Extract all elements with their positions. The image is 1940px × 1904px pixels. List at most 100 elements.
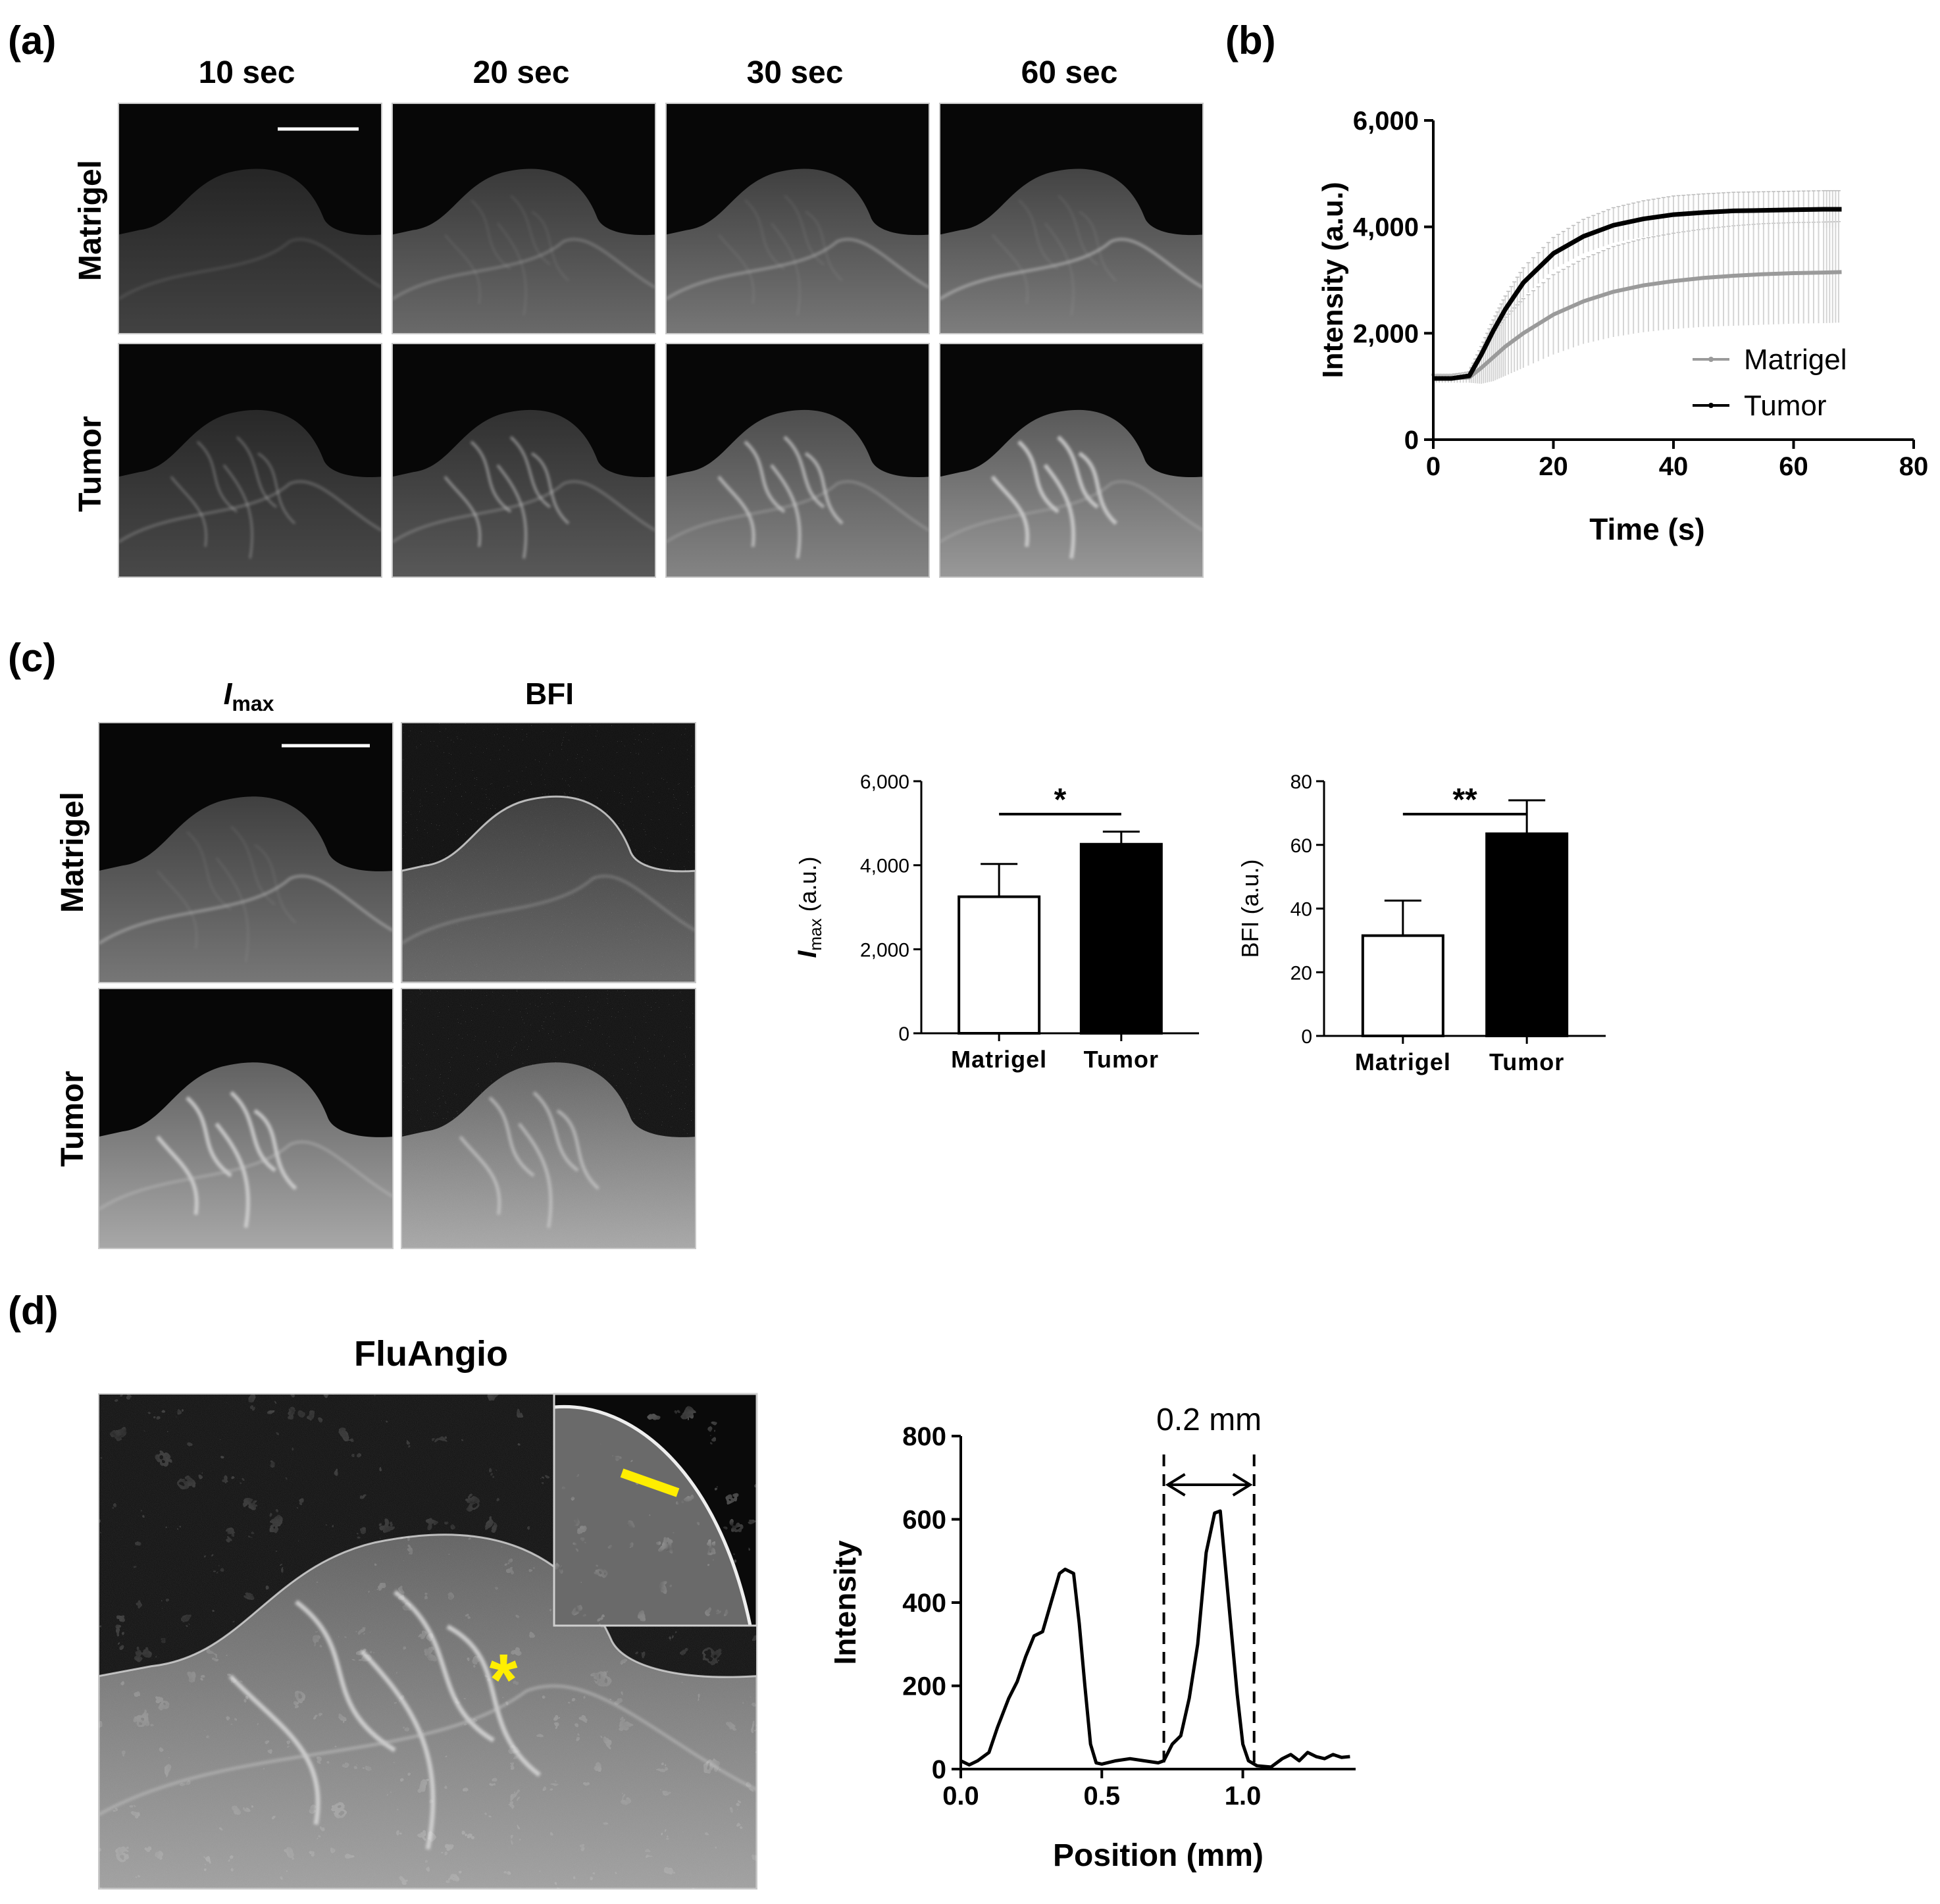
bfi-bar-tumor <box>1485 832 1569 1037</box>
tumor-image-4 <box>939 343 1204 578</box>
bfi-y-tick-label: 0 <box>1301 1026 1312 1048</box>
tissue-mound <box>940 168 1203 334</box>
vessel-3 <box>496 222 527 316</box>
vessel-2 <box>253 1109 297 1191</box>
vessel-0 <box>471 199 511 270</box>
vessel-3 <box>496 464 528 559</box>
base-vessel <box>99 1141 393 1211</box>
d-y-tick-label: 400 <box>902 1589 946 1618</box>
image-border <box>665 343 930 578</box>
image-border <box>939 103 1204 334</box>
vessel-3 <box>770 222 801 316</box>
vessel-1 <box>1056 435 1099 509</box>
line-profile-chart: 0.2 mm 0 200 400 600 800 0.0 0.5 1.0 Intensity Pos… <box>828 1402 1356 1873</box>
panel-a-column-headers: 10 sec 20 sec 30 sec 60 sec <box>199 55 1118 90</box>
vessel-4 <box>157 870 198 949</box>
tumor-image-2 <box>392 343 656 578</box>
image-border <box>118 343 382 578</box>
imax-x-tick-label-matrigel: Matrigel <box>951 1046 1047 1073</box>
vessel-1 <box>509 436 551 509</box>
vessel-0 <box>744 199 785 270</box>
grain-overlay <box>401 723 696 983</box>
vessel-network <box>717 436 844 559</box>
image-border <box>118 103 382 334</box>
panel-label-a: (a) <box>8 18 56 63</box>
row-label-tumor-c: Tumor <box>55 1071 90 1167</box>
col-header-20-sec: 20 sec <box>473 55 570 90</box>
col-header-60-sec: 60 sec <box>1021 55 1118 90</box>
bfi-y-tick-label: 40 <box>1290 899 1312 921</box>
panel-a-image-grid <box>118 103 1204 578</box>
vessel-0 <box>186 1096 232 1177</box>
width-arrow-head-right <box>1232 1473 1253 1497</box>
d-y-tick-label: 0 <box>932 1755 946 1784</box>
vessel-1 <box>784 194 825 266</box>
row-label-matrigel-c: Matrigel <box>55 792 90 913</box>
d-x-tick-label: 1.0 <box>1225 1782 1262 1811</box>
grain-overlay <box>401 989 696 1248</box>
vessel-network <box>991 194 1117 316</box>
image-border <box>392 103 656 334</box>
profile-line <box>959 1509 1350 1769</box>
width-arrow-head-left <box>1165 1473 1186 1497</box>
bfi-matrigel-image <box>401 722 696 983</box>
bfi-x-tick-label-matrigel: Matrigel <box>1355 1048 1451 1075</box>
vessel-4 <box>991 234 1029 304</box>
imax-matrigel-image <box>98 722 394 983</box>
imax-bar-chart: Matrigel Tumor * 0 2,000 4,000 6,000 Imax (a.u.… <box>793 771 1199 1073</box>
image-border <box>98 988 394 1249</box>
vessel-4 <box>990 475 1030 548</box>
image-border <box>665 103 930 334</box>
vessel-3 <box>770 464 802 559</box>
imax-bar-matrigel <box>957 895 1041 1035</box>
d-y-tick-label: 600 <box>902 1506 946 1535</box>
imax-tumor-image <box>98 988 394 1249</box>
imax-significance-stars: * <box>1054 783 1067 817</box>
b-x-tick-label: 40 <box>1659 452 1689 481</box>
vessel-4 <box>444 476 482 548</box>
base-vessel <box>666 238 929 301</box>
d-x-axis-label: Position (mm) <box>1053 1838 1264 1873</box>
fluangio-image: * <box>98 1393 758 1890</box>
bfi-bar-chart: Matrigel Tumor ** 0 20 40 60 80 BFI (a.u.) <box>1237 771 1606 1075</box>
imax-y-axis-label: Imax (a.u.) <box>793 856 825 958</box>
b-y-tick-label: 6,000 <box>1353 107 1419 136</box>
vessel-2 <box>530 452 570 525</box>
width-annotation: 0.2 mm <box>1156 1402 1262 1437</box>
profile-line-marker <box>620 1468 680 1497</box>
vessel-3 <box>1044 222 1075 316</box>
d-x-tick-label: 0.5 <box>1083 1782 1120 1811</box>
vessel-2 <box>1078 451 1118 525</box>
vessel-0 <box>1017 440 1059 514</box>
series-line-matrigel <box>1433 270 1842 381</box>
vessel-network <box>444 436 570 559</box>
col-header-bfi: BFI <box>525 677 574 711</box>
imax-y-tick-label: 0 <box>898 1023 909 1045</box>
inset-border <box>553 1393 758 1627</box>
tissue-mound <box>118 168 382 334</box>
tissue-mound <box>392 168 655 334</box>
tissue-mound <box>99 1062 393 1248</box>
fluangio-title: FluAngio <box>354 1334 508 1374</box>
vessel-1 <box>236 436 277 508</box>
legend-label-tumor: Tumor <box>1744 390 1827 422</box>
image-border <box>392 343 656 578</box>
vessel-2 <box>257 452 295 525</box>
vessel-0 <box>744 440 786 513</box>
vessel-0 <box>197 440 238 513</box>
bfi-y-axis-label: BFI (a.u.) <box>1237 859 1264 958</box>
vessel-4 <box>156 1135 199 1216</box>
b-y-tick-label: 0 <box>1404 426 1419 455</box>
vessel-network <box>157 825 297 962</box>
tissue-mound <box>118 409 382 577</box>
vessel-1 <box>1058 194 1098 266</box>
col-header-imax: Imax <box>224 677 274 715</box>
tumor-image-3 <box>665 343 930 578</box>
panel-label-d: (d) <box>8 1289 59 1333</box>
b-x-tick-label: 20 <box>1539 452 1568 481</box>
base-vessel <box>940 480 1203 544</box>
vessel-2 <box>531 211 569 282</box>
d-x-tick-label: 0.0 <box>942 1782 979 1811</box>
vessel-1 <box>783 436 825 509</box>
